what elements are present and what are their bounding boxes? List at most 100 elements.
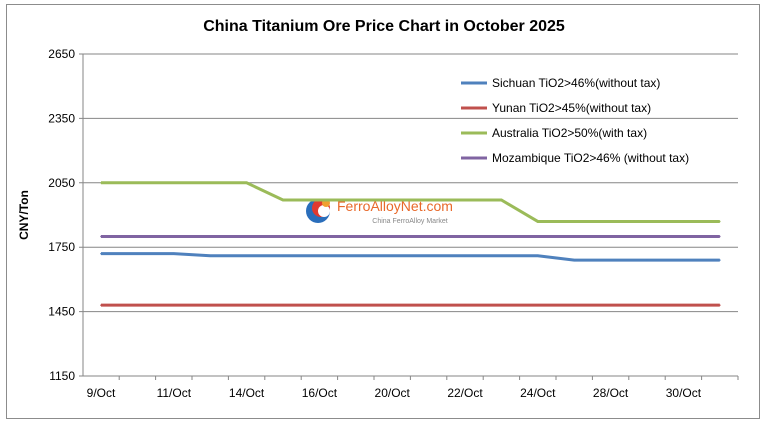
data-point: [245, 182, 248, 184]
data-point: [173, 235, 175, 238]
data-point: [573, 235, 575, 238]
data-point: [355, 304, 357, 306]
data-point: [318, 254, 321, 257]
x-tick-label: 20/Oct: [375, 386, 411, 400]
watermark-tagline: China FerroAlloy Market: [372, 218, 448, 225]
data-point: [245, 235, 248, 238]
data-point: [355, 235, 357, 238]
data-point: [245, 304, 248, 306]
data-point: [537, 254, 539, 257]
data-point: [209, 254, 211, 257]
chart-frame: [6, 4, 760, 419]
data-point: [318, 199, 321, 201]
data-point: [173, 304, 175, 306]
data-point: [537, 220, 539, 223]
data-point: [245, 254, 248, 257]
data-point: [355, 254, 357, 257]
data-point: [391, 254, 394, 257]
data-point: [573, 259, 575, 261]
x-tick-label: 11/Oct: [157, 386, 192, 400]
data-point: [609, 304, 612, 306]
data-point: [173, 182, 175, 184]
legend-label: Yunan TiO2>45%(without tax): [492, 101, 651, 115]
data-point: [100, 182, 102, 184]
data-point: [391, 304, 394, 306]
y-tick-label: 2650: [48, 47, 75, 61]
y-axis-label: CNY/Ton: [17, 190, 31, 240]
series-line: [101, 252, 720, 262]
data-point: [464, 199, 466, 201]
data-point: [209, 182, 211, 184]
data-point: [136, 304, 139, 306]
data-point: [282, 304, 284, 306]
data-point: [719, 259, 721, 261]
data-point: [318, 304, 321, 306]
data-point: [100, 304, 102, 306]
data-point: [355, 199, 357, 201]
x-tick-label: 28/Oct: [593, 386, 629, 400]
legend-label: Sichuan TiO2>46%(without tax): [492, 76, 660, 90]
watermark-logo: FerroAlloyNet.com China FerroAlloy Marke…: [306, 198, 453, 225]
data-point: [391, 235, 394, 238]
data-point: [573, 304, 575, 306]
data-point: [646, 235, 648, 238]
data-point: [682, 220, 685, 223]
x-tick-label: 24/Oct: [520, 386, 556, 400]
data-point: [136, 182, 139, 184]
watermark-brand: FerroAlloyNet.com: [337, 198, 453, 214]
data-point: [427, 254, 430, 257]
legend-label: Mozambique TiO2>46% (without tax): [492, 151, 689, 165]
data-point: [682, 304, 685, 306]
data-point: [500, 199, 503, 201]
data-point: [719, 220, 721, 223]
data-point: [100, 252, 102, 255]
data-point: [318, 235, 321, 238]
data-point: [464, 235, 466, 238]
data-point: [464, 304, 466, 306]
data-point: [646, 259, 648, 261]
data-point: [427, 304, 430, 306]
legend-label: Australia TiO2>50%(with tax): [492, 126, 647, 140]
data-point: [573, 220, 575, 223]
data-point: [719, 304, 721, 306]
x-tick-label: 9/Oct: [87, 386, 116, 400]
data-point: [609, 259, 612, 261]
data-point: [646, 304, 648, 306]
data-point: [682, 235, 685, 238]
y-tick-label: 2050: [48, 176, 75, 190]
data-point: [609, 235, 612, 238]
chart-title: China Titanium Ore Price Chart in Octobe…: [203, 18, 565, 35]
data-point: [719, 235, 721, 238]
data-point: [427, 199, 430, 201]
series-line: [101, 181, 720, 223]
data-point: [500, 254, 503, 257]
data-point: [282, 199, 284, 201]
data-point: [682, 259, 685, 261]
data-point: [100, 235, 102, 238]
data-point: [282, 254, 284, 257]
data-point: [537, 235, 539, 238]
data-point: [391, 199, 394, 201]
data-point: [136, 252, 139, 255]
data-point: [537, 304, 539, 306]
x-tick-label: 16/Oct: [302, 386, 338, 400]
y-tick-label: 1750: [48, 240, 75, 254]
data-point: [427, 235, 430, 238]
data-point: [646, 220, 648, 223]
data-point: [209, 235, 211, 238]
data-point: [609, 220, 612, 223]
data-point: [209, 304, 211, 306]
y-tick-label: 1150: [49, 369, 75, 383]
data-point: [500, 304, 503, 306]
x-tick-label: 30/Oct: [666, 386, 702, 400]
x-tick-label: 14/Oct: [229, 386, 265, 400]
y-tick-label: 2350: [48, 111, 75, 125]
data-point: [500, 235, 503, 238]
data-point: [282, 235, 284, 238]
x-tick-label: 22/Oct: [447, 386, 483, 400]
data-point: [136, 235, 139, 238]
data-point: [464, 254, 466, 257]
y-tick-label: 1450: [48, 305, 75, 319]
